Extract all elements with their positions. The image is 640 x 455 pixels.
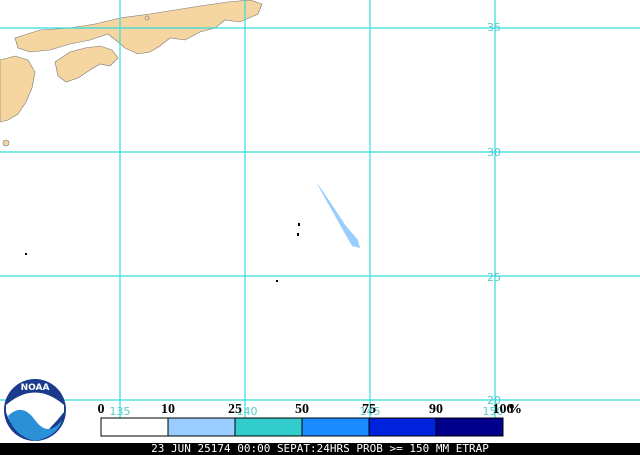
lon-label: 140 — [237, 405, 258, 418]
islands — [25, 223, 300, 282]
footer-bar — [0, 443, 640, 455]
legend-tick: 10 — [161, 402, 175, 417]
precip-area — [316, 182, 360, 248]
lat-label: 25 — [487, 271, 501, 284]
legend-unit: % — [508, 402, 522, 417]
legend-tick: 50 — [295, 402, 309, 417]
legend-tick: 0 — [98, 402, 105, 417]
legend-tick: 100 — [493, 402, 514, 417]
lat-label: 20 — [487, 394, 501, 407]
land — [0, 0, 263, 147]
caption: 23 JUN 25174 00:00 SEPAT:24HRS PROB >= 1… — [151, 442, 489, 455]
legend-bar — [100, 417, 504, 437]
legend-tick: 25 — [228, 402, 242, 417]
lon-label: 145 — [360, 405, 381, 418]
lon-label: 135 — [110, 405, 131, 418]
legend-tick: 75 — [362, 402, 376, 417]
lon-label: 150 — [483, 405, 504, 418]
logo-text: NOAA — [21, 383, 50, 393]
lat-label: 30 — [487, 146, 501, 159]
legend-tick: 90 — [429, 402, 443, 417]
graticule — [0, 0, 640, 418]
noaa-logo: NOAA — [4, 379, 66, 441]
lat-label: 35 — [487, 21, 501, 34]
